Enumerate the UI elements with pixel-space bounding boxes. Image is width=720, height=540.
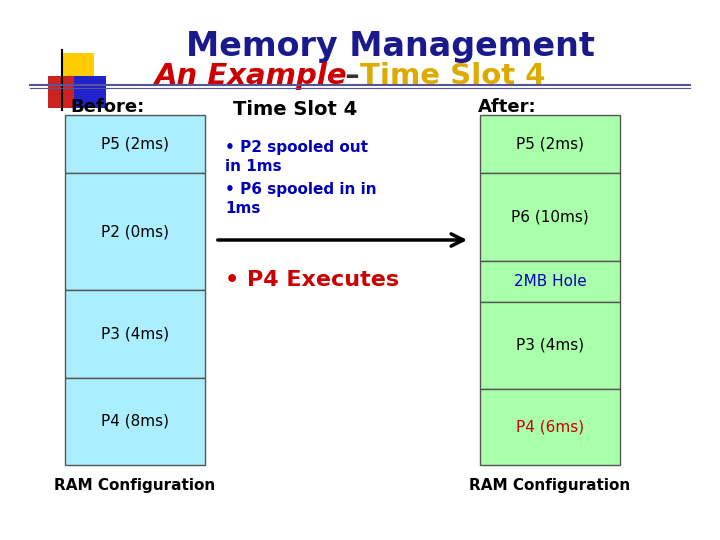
Bar (65, 377, 205, 465)
Bar (65, 173, 205, 290)
Bar (480, 302, 620, 389)
Text: Memory Management: Memory Management (186, 30, 595, 63)
Text: An Example: An Example (155, 62, 348, 90)
Bar (480, 173, 620, 261)
Bar (62, 53, 94, 85)
Bar (48, 76, 80, 108)
Bar (480, 389, 620, 465)
Text: P4 (8ms): P4 (8ms) (101, 414, 169, 429)
Bar (74, 76, 106, 108)
Text: After:: After: (478, 98, 536, 116)
Text: 2MB Hole: 2MB Hole (513, 274, 586, 289)
Text: in 1ms: in 1ms (225, 159, 282, 174)
Bar (65, 290, 205, 377)
Text: Time Slot 4: Time Slot 4 (360, 62, 546, 90)
Text: Before:: Before: (70, 98, 144, 116)
Text: RAM Configuration: RAM Configuration (469, 478, 631, 493)
Text: P4 (6ms): P4 (6ms) (516, 420, 584, 435)
Bar (480, 261, 620, 302)
Text: • P4 Executes: • P4 Executes (225, 270, 399, 290)
Text: P3 (4ms): P3 (4ms) (516, 338, 584, 353)
Text: Time Slot 4: Time Slot 4 (233, 100, 357, 119)
Text: P5 (2ms): P5 (2ms) (516, 137, 584, 152)
Text: P5 (2ms): P5 (2ms) (101, 137, 169, 152)
Bar (480, 115, 620, 173)
Text: P2 (0ms): P2 (0ms) (101, 224, 169, 239)
Text: P6 (10ms): P6 (10ms) (511, 210, 589, 225)
Bar (65, 115, 205, 173)
Text: P3 (4ms): P3 (4ms) (101, 326, 169, 341)
Text: RAM Configuration: RAM Configuration (55, 478, 215, 493)
Text: –: – (335, 62, 370, 90)
Text: • P2 spooled out: • P2 spooled out (225, 140, 368, 155)
Text: • P6 spooled in in: • P6 spooled in in (225, 182, 377, 197)
Text: 1ms: 1ms (225, 201, 261, 216)
